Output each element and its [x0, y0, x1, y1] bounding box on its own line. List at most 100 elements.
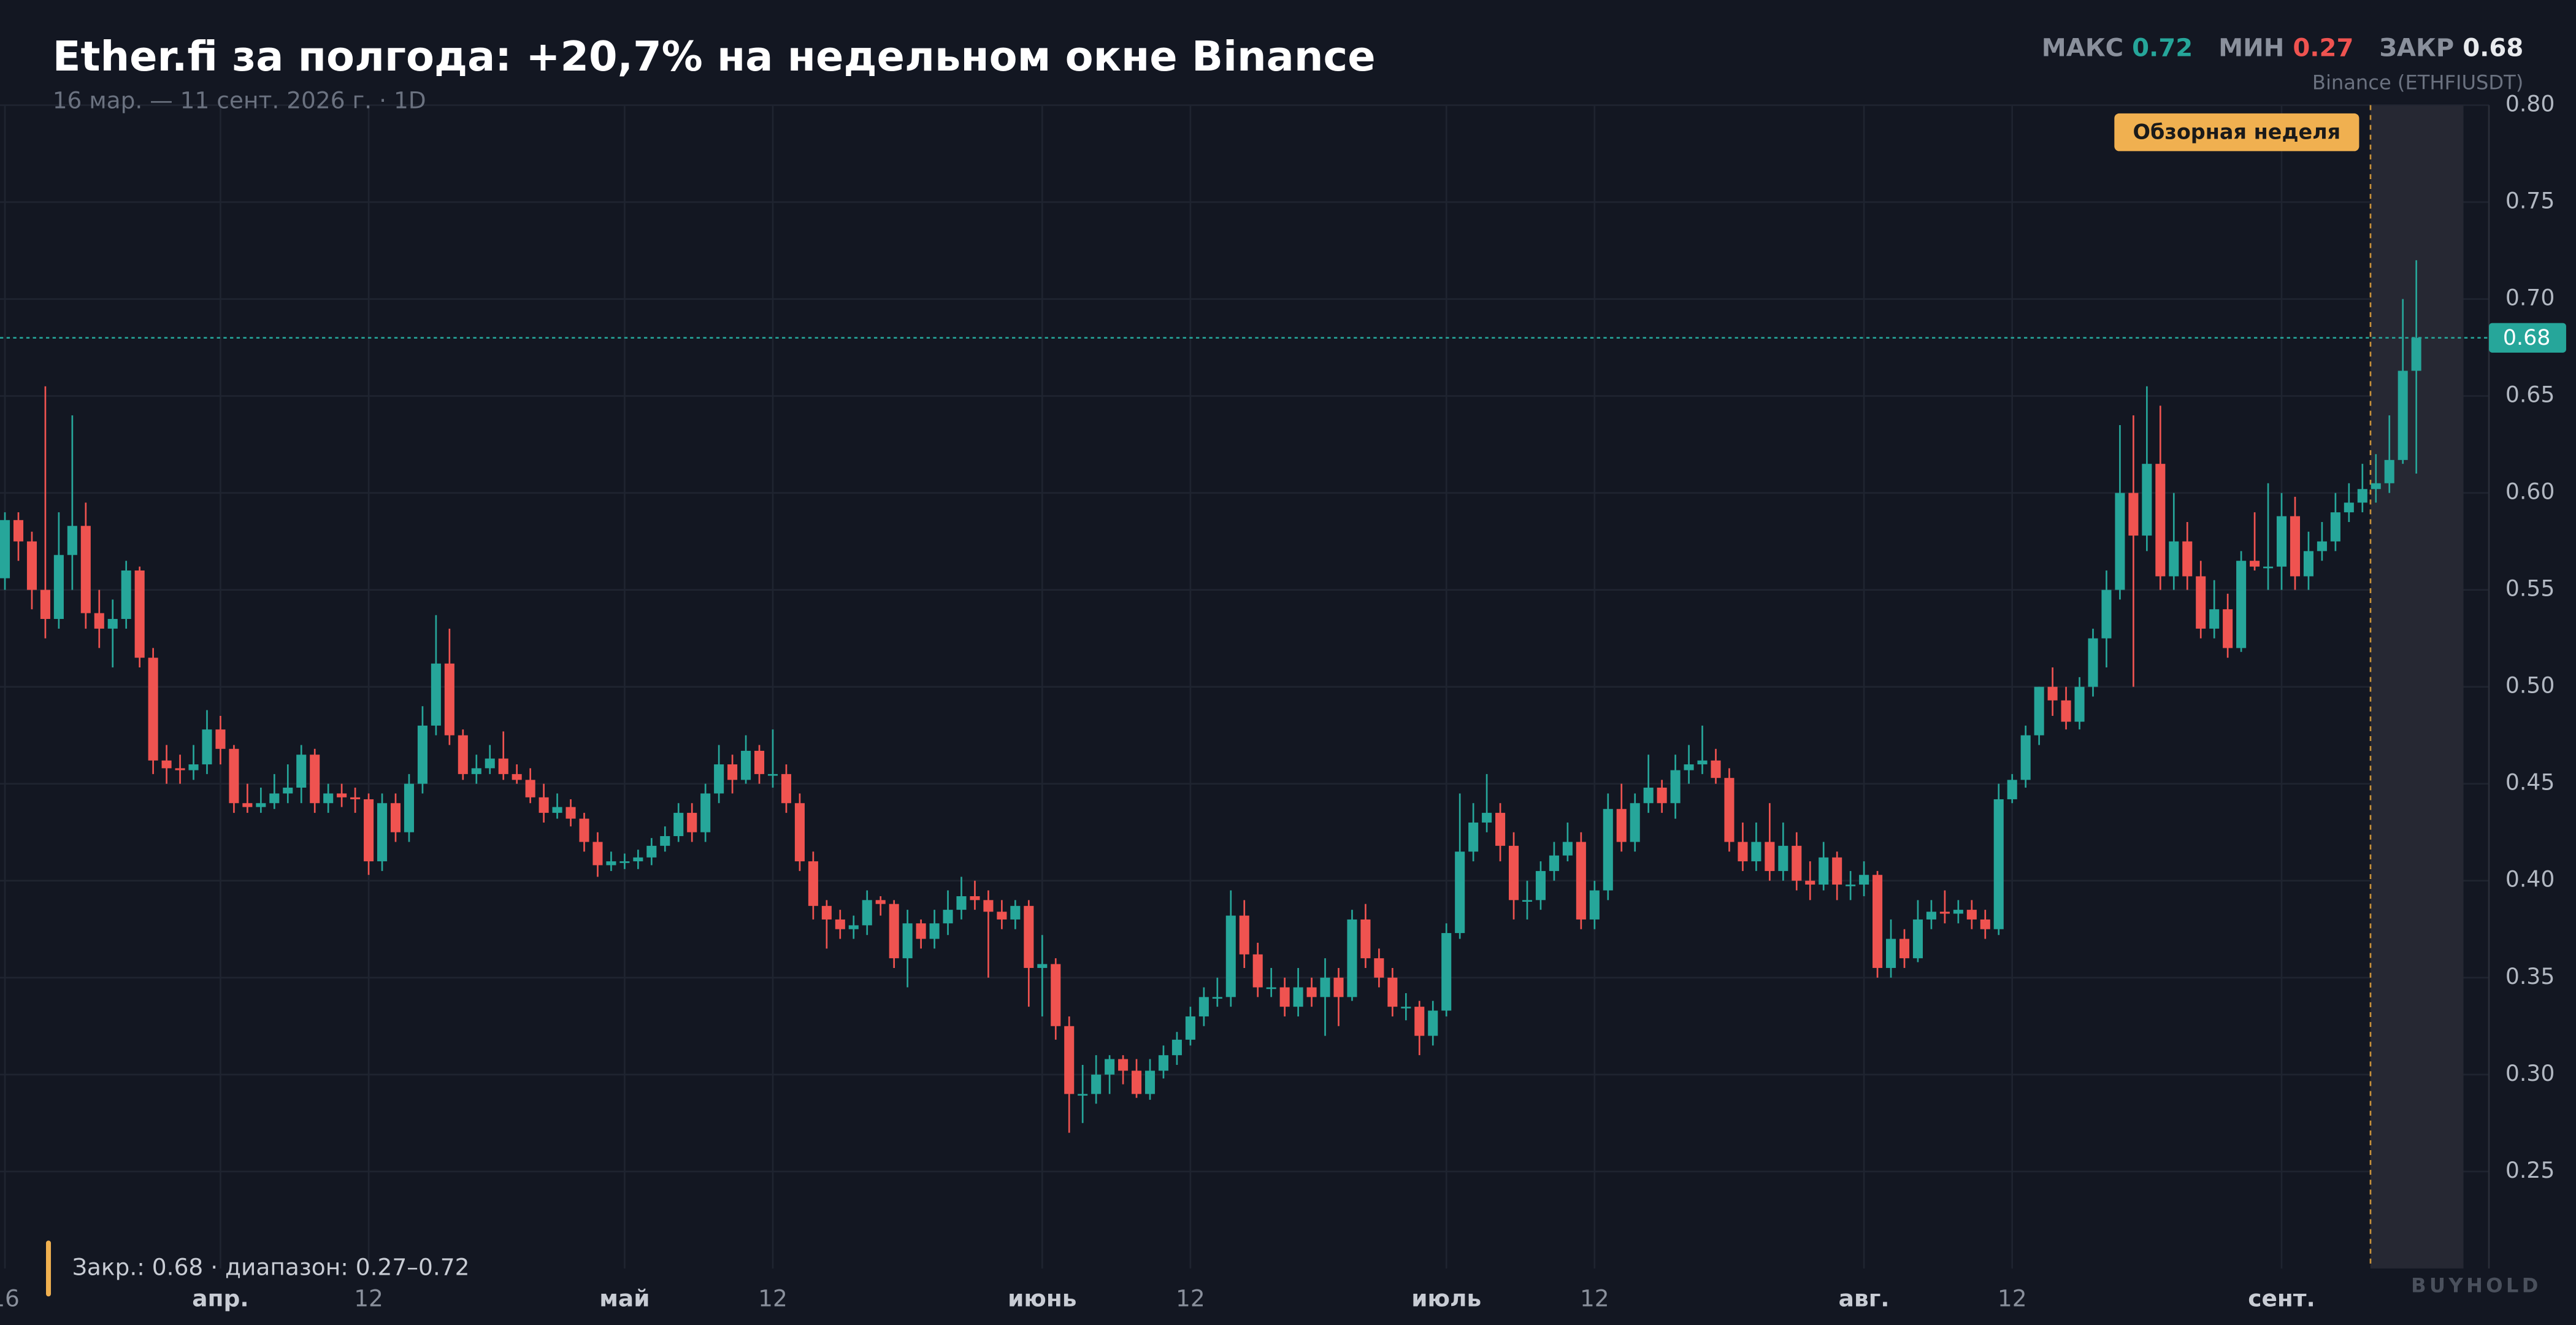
candle-body — [1616, 808, 1627, 842]
x-tick-label: май — [599, 1285, 650, 1312]
candle-body — [310, 755, 320, 804]
candle-body — [53, 555, 64, 620]
candle-body — [13, 520, 24, 542]
candle-body — [431, 663, 441, 726]
stat-label: МИН — [2218, 34, 2284, 62]
candle-body — [1455, 851, 1465, 934]
candle-body — [242, 803, 253, 807]
candle-body — [1603, 808, 1613, 891]
y-tick-label: 0.30 — [2505, 1060, 2555, 1086]
candle-body — [1414, 1007, 1425, 1036]
candle-body — [1132, 1070, 1142, 1094]
x-tick-label: 12 — [354, 1285, 383, 1312]
stat-value: 0.68 — [2463, 34, 2523, 62]
candle-body — [970, 896, 980, 901]
footer-note: Закр.: 0.68 · диапазон: 0.27–0.72 — [72, 1253, 470, 1280]
candle-body — [512, 774, 522, 780]
candle-body — [2047, 686, 2058, 701]
candle-body — [417, 725, 427, 784]
candle-body — [848, 925, 859, 929]
candle-body — [646, 845, 657, 858]
candle-body — [754, 750, 765, 774]
candle-body — [2371, 483, 2381, 490]
candle-body — [215, 729, 226, 749]
candle-body — [1711, 760, 1721, 778]
candle-body — [1441, 933, 1452, 1011]
candle-body — [1495, 813, 1506, 846]
candle-body — [1320, 977, 1330, 997]
candle-body — [1846, 885, 1856, 886]
candle-body — [1522, 900, 1533, 902]
y-tick-label: 0.70 — [2505, 284, 2555, 310]
y-tick-label: 0.65 — [2505, 382, 2555, 408]
candle-body — [1576, 842, 1586, 920]
candle-body — [539, 797, 549, 813]
x-tick-label: 12 — [1998, 1285, 2027, 1312]
candle-body — [283, 787, 293, 794]
candle-body — [821, 905, 832, 920]
stat-gap — [2193, 34, 2218, 62]
candle-body — [579, 818, 589, 842]
candle-body — [1293, 987, 1303, 1007]
candle-body — [619, 861, 630, 863]
last-price-badge — [2489, 323, 2566, 353]
candle-body — [1387, 977, 1398, 1007]
stat-gap — [2123, 34, 2132, 62]
candle-body — [889, 904, 899, 959]
stats: МАКС 0.72 МИН 0.27 ЗАКР 0.68 — [2042, 34, 2523, 62]
candle-body — [1482, 813, 1492, 823]
x-tick-label: сент. — [2248, 1285, 2315, 1312]
candle-body — [2276, 516, 2287, 567]
candle-body — [1832, 857, 1842, 885]
candle-body — [2061, 700, 2071, 722]
candle-body — [1805, 880, 1815, 885]
candle-body — [1118, 1059, 1129, 1071]
candle-body — [1926, 912, 1936, 920]
candle-body — [660, 836, 670, 846]
y-tick-label: 0.55 — [2505, 575, 2555, 602]
candle-body — [673, 813, 684, 837]
candle-body — [714, 764, 724, 794]
highlight-label: Обзорная неделя — [2133, 120, 2341, 144]
candle-body — [606, 861, 616, 866]
candle-body — [1993, 799, 2004, 929]
candle-body — [741, 750, 751, 780]
candle-body — [1509, 845, 1519, 901]
candle-body — [2209, 609, 2220, 629]
candle-body — [1051, 964, 1061, 1026]
candle-body — [1859, 875, 1869, 885]
candle-body — [1670, 770, 1681, 804]
candle-body — [1643, 787, 1654, 804]
candle-body — [2155, 464, 2166, 577]
candle-body — [1198, 997, 1209, 1016]
x-tick-label: 16 — [0, 1285, 20, 1312]
candle-body — [1185, 1016, 1195, 1040]
candle-body — [2384, 459, 2394, 483]
y-tick-label: 0.50 — [2505, 672, 2555, 699]
candle-body — [1010, 905, 1021, 920]
candle-body — [1374, 958, 1384, 978]
y-tick-label: 0.40 — [2505, 866, 2555, 893]
candle-body — [1549, 855, 1559, 871]
candle-body — [1158, 1055, 1168, 1071]
candle-body — [1899, 939, 1910, 959]
candle-body — [2357, 489, 2367, 503]
candle-body — [1953, 910, 1963, 914]
footer-accent — [46, 1240, 52, 1297]
candle-body — [323, 793, 334, 804]
candle-body — [1212, 997, 1222, 999]
candle-body — [269, 793, 280, 804]
candle-body — [2344, 502, 2354, 513]
chart-title: Ether.fi за полгода: +20,7% на недельном… — [53, 33, 1376, 80]
candle-body — [808, 861, 818, 906]
candle-body — [1819, 857, 1829, 885]
candle-body — [175, 768, 185, 770]
candle-body — [256, 803, 266, 807]
candle-body — [2007, 780, 2017, 799]
candle-body — [1468, 822, 1479, 852]
plot-area — [0, 104, 2490, 1269]
source: Binance (ETHFIUSDT) — [2312, 71, 2523, 94]
